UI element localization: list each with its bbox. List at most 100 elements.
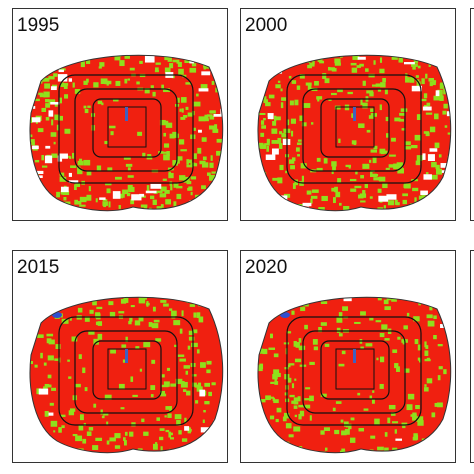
vegetation [290, 56, 294, 63]
vegetation [417, 344, 422, 351]
vegetation [338, 49, 340, 53]
vegetation [440, 206, 445, 209]
boundary [257, 54, 452, 212]
vegetation [127, 175, 134, 178]
vegetation [375, 289, 379, 292]
vegetation [180, 149, 187, 152]
vegetation [164, 189, 170, 194]
vegetation [445, 443, 449, 446]
vegetation [70, 452, 76, 453]
open-land [122, 216, 131, 219]
vegetation [122, 189, 129, 195]
vegetation [62, 58, 68, 62]
vegetation [402, 338, 405, 345]
vegetation [345, 164, 351, 168]
vegetation [54, 358, 60, 361]
vegetation [295, 211, 300, 216]
open-land [332, 55, 340, 56]
open-land [192, 204, 198, 211]
vegetation [204, 198, 212, 204]
vegetation [406, 404, 413, 411]
vegetation [200, 202, 207, 205]
vegetation [80, 61, 85, 68]
vegetation [283, 412, 290, 419]
vegetation [53, 430, 56, 433]
vegetation [331, 92, 337, 96]
vegetation [50, 420, 58, 427]
open-land [357, 56, 366, 60]
vegetation [144, 211, 151, 213]
vegetation [216, 150, 223, 156]
open-land [139, 193, 145, 197]
vegetation [37, 441, 43, 446]
vegetation [169, 133, 175, 139]
vegetation [337, 178, 342, 184]
vegetation [397, 163, 402, 168]
vegetation [305, 387, 311, 390]
vegetation [394, 363, 399, 369]
vegetation [164, 67, 171, 74]
vegetation [403, 325, 408, 330]
vegetation [309, 361, 315, 365]
vegetation [357, 392, 361, 396]
vegetation [288, 75, 292, 79]
vegetation [64, 128, 71, 134]
vegetation [225, 184, 227, 189]
vegetation [281, 55, 288, 57]
vegetation [74, 184, 77, 191]
vegetation [432, 81, 436, 86]
vegetation [217, 424, 223, 429]
vegetation [54, 459, 57, 462]
vegetation [219, 442, 223, 448]
open-land [150, 209, 161, 211]
vegetation [415, 405, 420, 410]
vegetation [297, 212, 301, 216]
vegetation [38, 92, 43, 96]
vegetation [169, 432, 173, 436]
vegetation [411, 144, 418, 149]
ring-road [74, 88, 178, 172]
vegetation [156, 417, 160, 421]
ring-road [286, 74, 422, 184]
vegetation [196, 349, 200, 354]
vegetation [369, 91, 374, 97]
vegetation [288, 159, 295, 164]
vegetation [263, 186, 267, 193]
vegetation [384, 432, 388, 437]
vegetation [265, 55, 271, 57]
vegetation [376, 357, 379, 361]
vegetation [200, 362, 206, 368]
vegetation [333, 197, 336, 204]
vegetation [383, 299, 389, 305]
vegetation [368, 73, 375, 78]
vegetation [325, 55, 329, 57]
vegetation [88, 427, 94, 431]
vegetation [305, 52, 309, 54]
map [257, 289, 455, 454]
vegetation [286, 331, 292, 334]
vegetation [116, 50, 118, 54]
vegetation [452, 384, 455, 389]
vegetation [31, 141, 35, 146]
vegetation [275, 216, 280, 218]
vegetation [209, 110, 216, 114]
open-land [450, 215, 455, 219]
vegetation [266, 145, 269, 152]
vegetation [365, 343, 373, 347]
vegetation [337, 55, 341, 57]
vegetation [182, 210, 188, 211]
vegetation [60, 82, 64, 88]
vegetation [437, 375, 441, 381]
vegetation [193, 442, 198, 448]
vegetation [272, 216, 276, 218]
vegetation [259, 363, 264, 370]
vegetation [320, 430, 325, 435]
vegetation [164, 415, 167, 418]
vegetation [86, 78, 89, 83]
vegetation [60, 291, 65, 294]
vegetation [30, 171, 31, 174]
vegetation [29, 211, 35, 217]
vegetation [93, 403, 97, 408]
vegetation [110, 297, 115, 299]
vegetation [291, 80, 297, 84]
